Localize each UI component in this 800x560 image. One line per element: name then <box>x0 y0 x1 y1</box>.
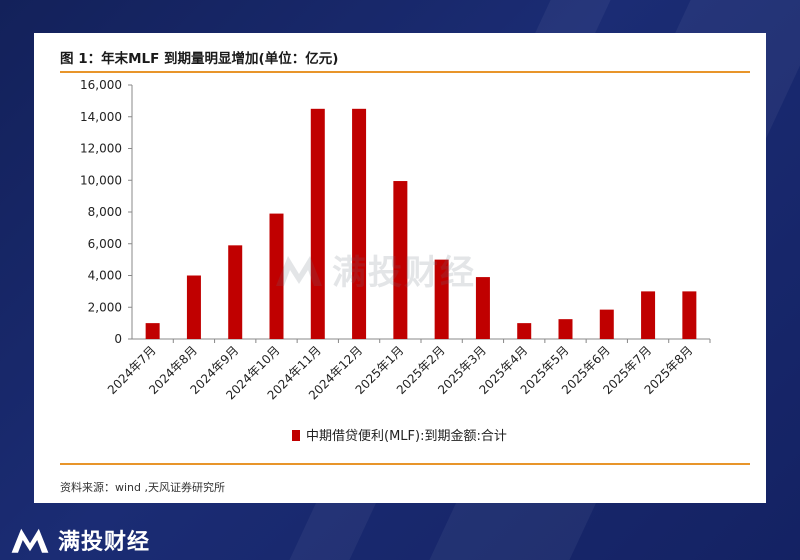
bar <box>393 181 408 339</box>
y-tick-label: 10,000 <box>80 173 122 187</box>
source-note: 资料来源：wind ,天风证券研究所 <box>60 481 225 494</box>
legend-label: 中期借贷便利(MLF):到期金额:合计 <box>306 428 507 444</box>
y-tick-label: 0 <box>114 332 122 346</box>
y-tick-label: 6,000 <box>88 237 122 251</box>
bar <box>558 319 573 339</box>
bar <box>186 275 201 339</box>
bar-chart: 0 2,000 4,000 6,000 8,000 10,000 12,000 14,000 1… <box>80 78 711 444</box>
brand-logo-icon <box>11 528 49 553</box>
y-tick-label: 4,000 <box>88 269 122 283</box>
bar <box>228 245 243 339</box>
bar <box>434 259 449 339</box>
bar <box>352 108 367 339</box>
y-tick-label: 12,000 <box>80 142 122 156</box>
brand: 满投财经 <box>10 524 150 556</box>
bar <box>641 291 656 339</box>
chart-panel: 图 1：年末MLF 到期量明显增加(单位：亿元) 0 2,000 4,000 6,00… <box>34 33 766 503</box>
bar <box>310 108 325 339</box>
y-tick-label: 14,000 <box>80 110 122 124</box>
legend-swatch <box>292 430 300 441</box>
y-tick-label: 2,000 <box>88 300 122 314</box>
title-divider <box>60 71 750 73</box>
source-divider <box>60 463 750 465</box>
bar <box>269 213 284 339</box>
y-tick-label: 8,000 <box>88 205 122 219</box>
brand-name: 满投财经 <box>58 530 151 555</box>
bar <box>599 309 614 339</box>
bar <box>682 291 697 339</box>
bar <box>475 277 490 339</box>
y-tick-label: 16,000 <box>80 78 122 92</box>
bar <box>145 323 160 339</box>
chart-title: 图 1：年末MLF 到期量明显增加(单位：亿元) <box>60 51 339 67</box>
bar <box>517 323 532 339</box>
